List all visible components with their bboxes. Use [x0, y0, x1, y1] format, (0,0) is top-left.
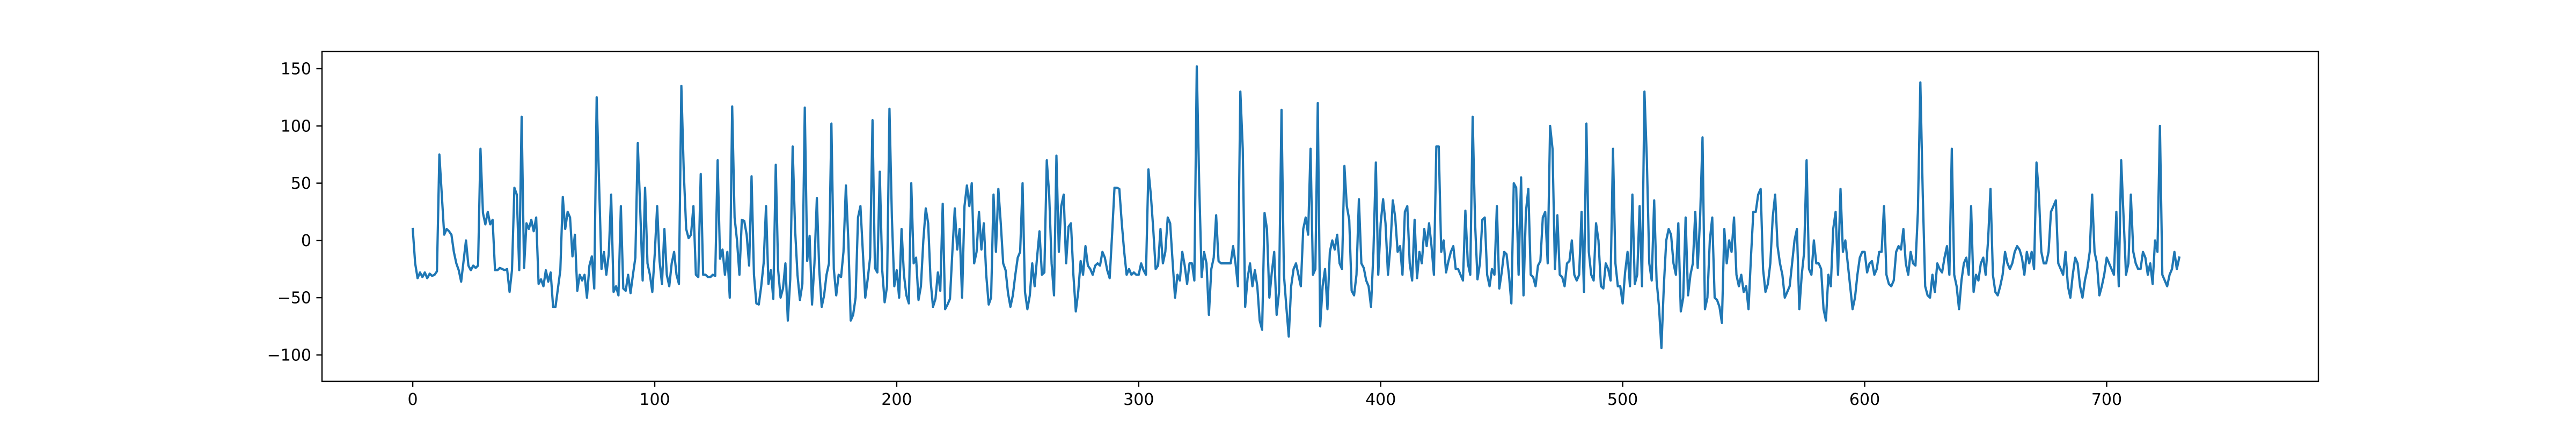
x-tick-label: 300 [1123, 390, 1154, 409]
y-tick-label: 150 [281, 60, 311, 79]
x-axis-ticks: 0 100 200 300 400 500 600 700 [408, 381, 2122, 409]
y-tick-label: 50 [291, 174, 311, 193]
y-tick-label: 100 [281, 117, 311, 136]
y-tick-label: −100 [267, 346, 311, 365]
plot-area-frame [321, 50, 2319, 382]
x-tick-label: 400 [1365, 390, 1396, 409]
x-tick-label: 700 [2091, 390, 2122, 409]
x-tick-label: 600 [1849, 390, 1880, 409]
y-axis-ticks: −100 −50 0 50 100 150 [267, 60, 322, 365]
x-tick-label: 100 [639, 390, 670, 409]
x-tick-label: 0 [408, 390, 418, 409]
series-line [411, 65, 2181, 350]
y-tick-label: −50 [277, 289, 311, 308]
x-tick-label: 500 [1607, 390, 1638, 409]
x-tick-label: 200 [881, 390, 912, 409]
y-tick-label: 0 [301, 232, 311, 250]
